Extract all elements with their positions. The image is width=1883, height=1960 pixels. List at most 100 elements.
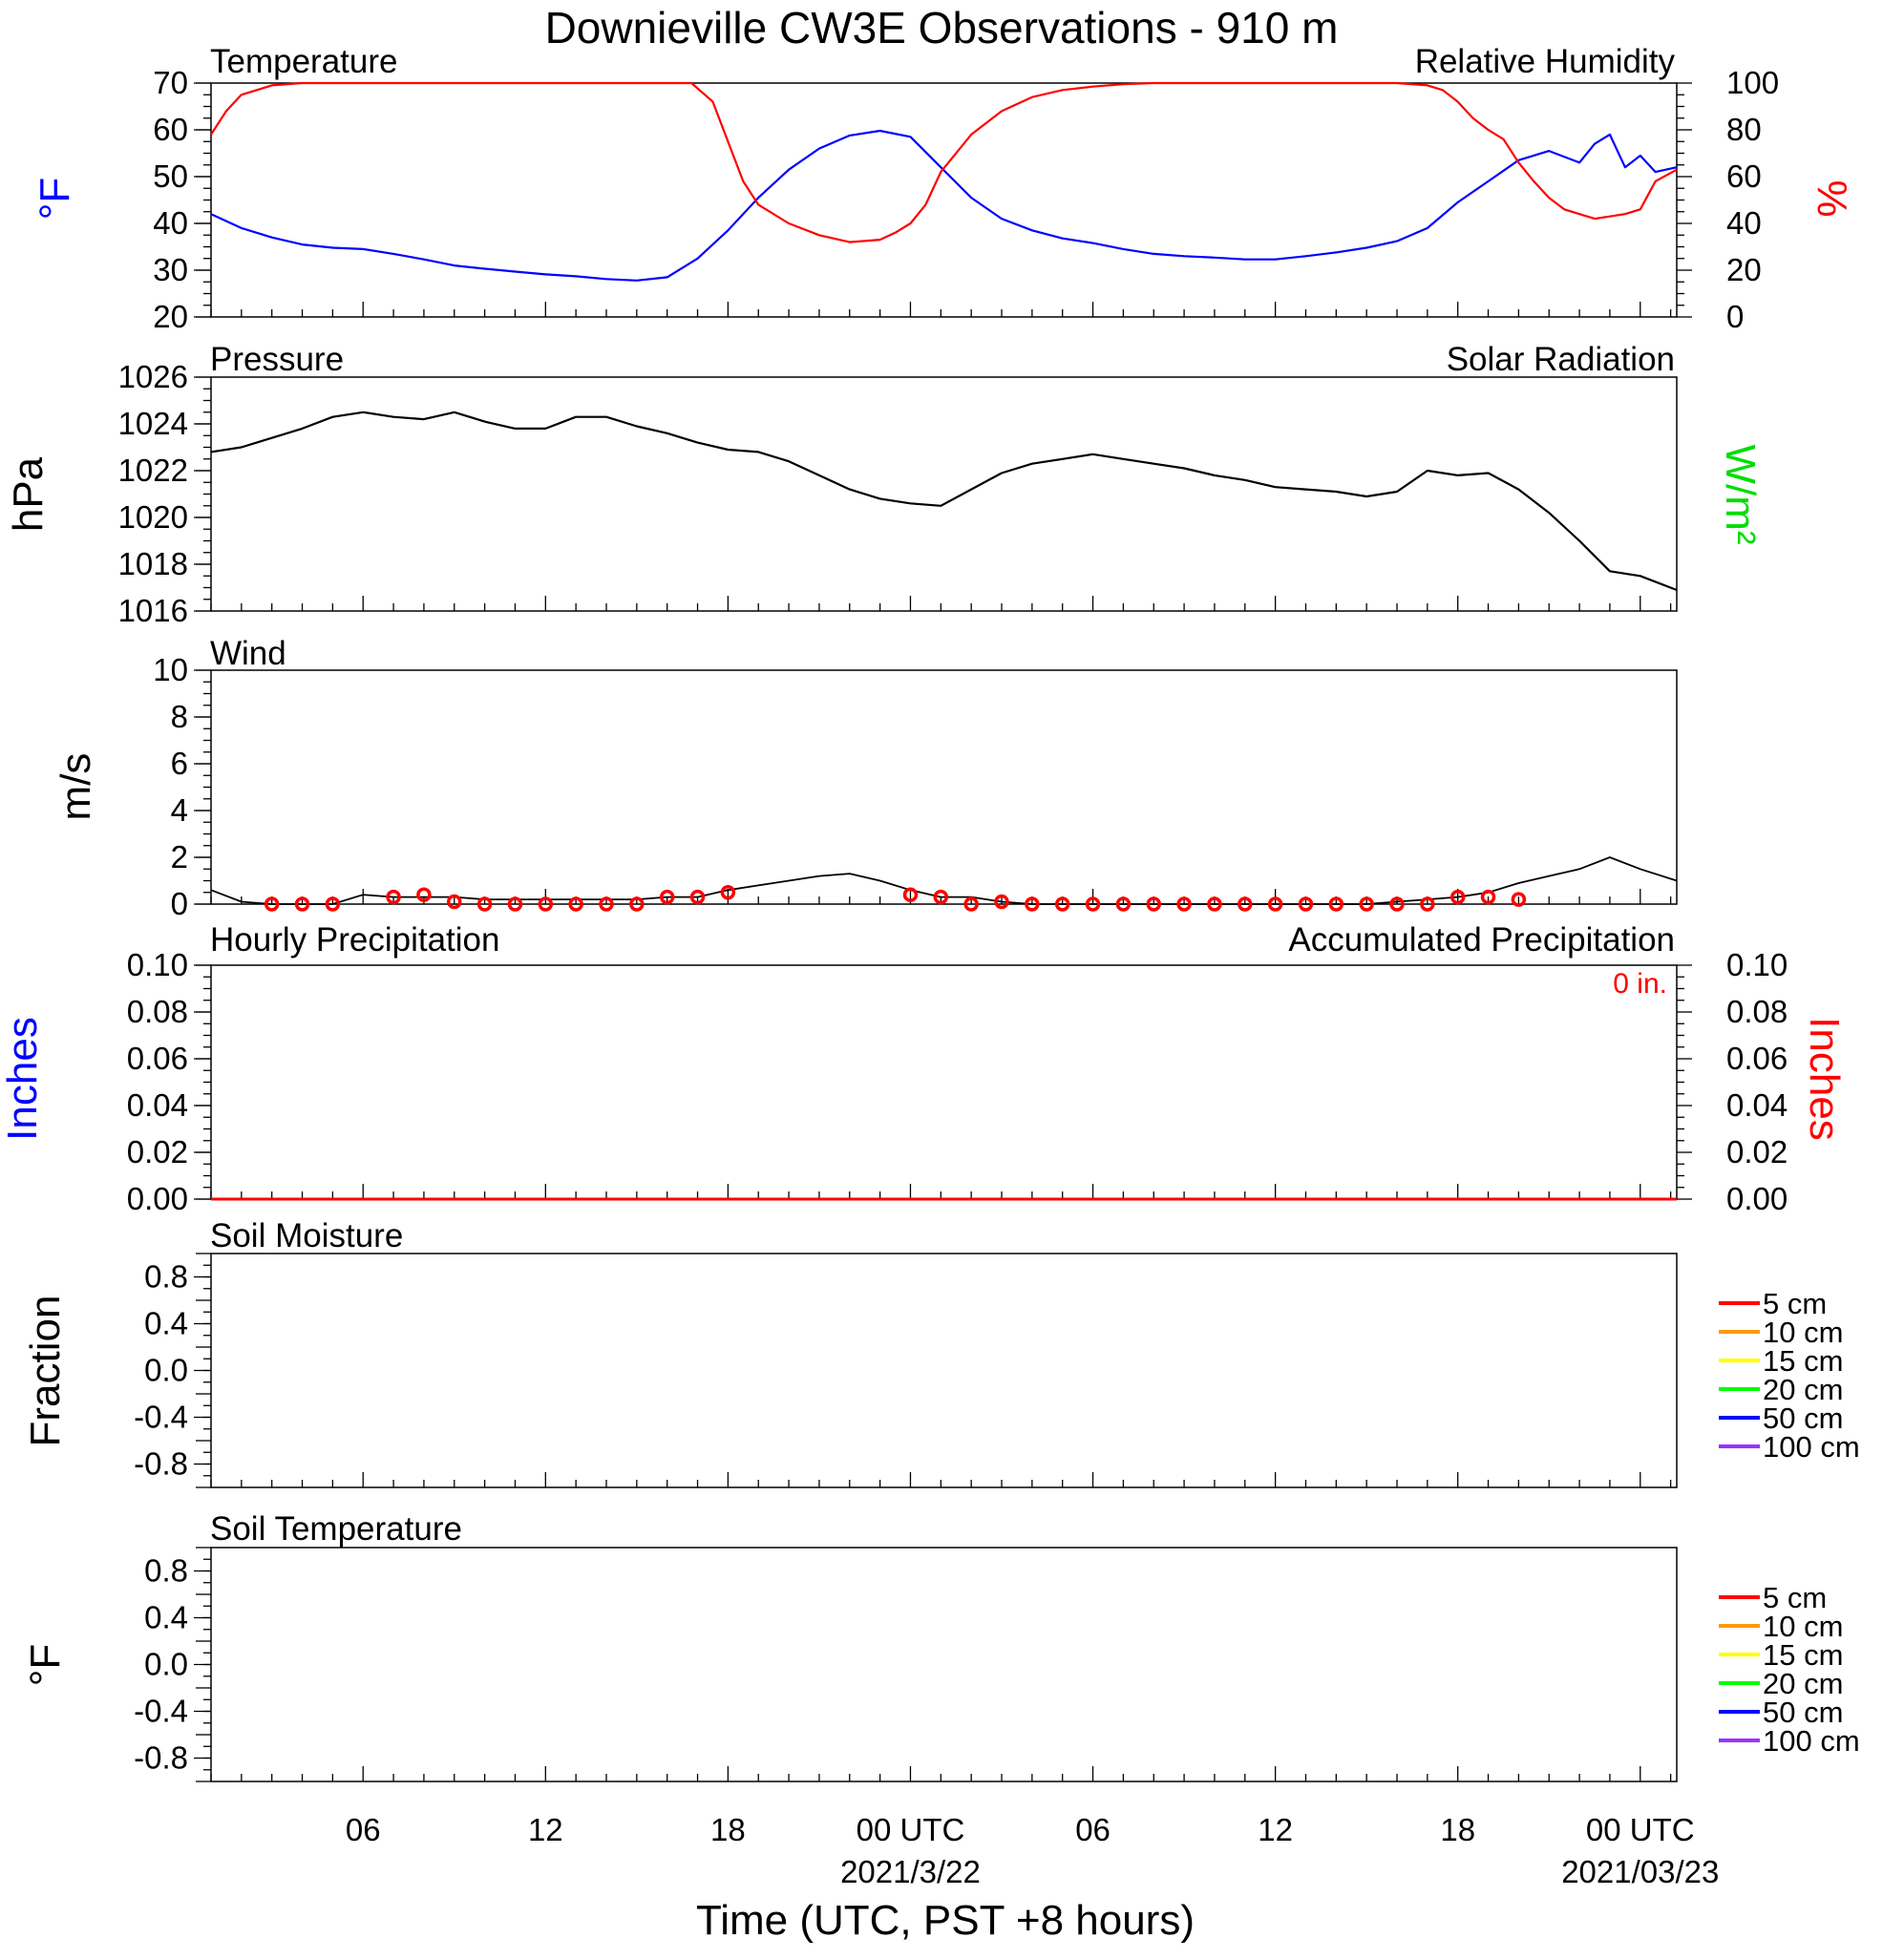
wind-marker bbox=[1267, 896, 1283, 912]
y-tick-label: 1024 bbox=[118, 406, 188, 441]
wind-marker bbox=[1146, 896, 1161, 912]
legend-label: 15 cm bbox=[1763, 1344, 1843, 1378]
legend-label: 100 cm bbox=[1763, 1430, 1860, 1464]
y-right-tick-label: 0.00 bbox=[1726, 1181, 1788, 1216]
wind-marker bbox=[1025, 896, 1040, 912]
wind-marker bbox=[1298, 896, 1314, 912]
soil-moisture-unit-label: Fraction bbox=[22, 1296, 69, 1447]
y-right-tick-label: 60 bbox=[1726, 158, 1762, 194]
pressure-panel: Pressure Solar Radiation hPa W/m² 1016 10… bbox=[5, 341, 1764, 628]
wind-marker bbox=[264, 896, 280, 912]
y-right-tick-label: 0.08 bbox=[1726, 994, 1788, 1029]
soil-moisture-plot-frame bbox=[210, 1253, 1678, 1488]
legend-label: 5 cm bbox=[1763, 1581, 1827, 1614]
temperature-humidity-panel: Temperature Relative Humidity °F % 20 30 4… bbox=[32, 43, 1855, 334]
y-tick-label: 20 bbox=[153, 299, 188, 334]
wind-marker bbox=[659, 889, 675, 905]
wind-marker bbox=[294, 896, 310, 912]
chart-title: Downieville CW3E Observations - 910 m bbox=[545, 3, 1339, 53]
accumulated-precipitation-unit-label: Inches bbox=[1801, 1017, 1848, 1141]
y-tick-label: 30 bbox=[153, 252, 188, 287]
y-tick-label: 0.08 bbox=[127, 994, 188, 1029]
wind-marker bbox=[507, 896, 523, 912]
wind-marker bbox=[1480, 889, 1496, 905]
x-tick-label: 00 UTC bbox=[857, 1812, 965, 1847]
wind-marker bbox=[599, 896, 614, 912]
legend-label: 20 cm bbox=[1763, 1667, 1843, 1700]
wind-marker bbox=[568, 896, 583, 912]
y-tick-label: 0.10 bbox=[127, 947, 188, 982]
wind-marker bbox=[416, 887, 432, 902]
humidity-unit-label: % bbox=[1809, 179, 1855, 217]
wind-marker bbox=[1238, 896, 1253, 912]
accumulated-precipitation-title: Accumulated Precipitation bbox=[1288, 921, 1675, 959]
y-tick-label: 0.02 bbox=[127, 1134, 188, 1170]
y-tick-label: 0.8 bbox=[144, 1259, 188, 1295]
y-right-tick-label: 100 bbox=[1726, 65, 1779, 100]
y-right-tick-label: 0.10 bbox=[1726, 947, 1788, 982]
solar-radiation-unit-label: W/m² bbox=[1717, 444, 1764, 544]
wind-marker bbox=[325, 896, 341, 912]
precipitation-plot-frame bbox=[210, 964, 1678, 1200]
y-tick-label: 0.0 bbox=[144, 1353, 188, 1388]
y-tick-label: 50 bbox=[153, 158, 188, 194]
relative-humidity-title: Relative Humidity bbox=[1415, 43, 1676, 80]
y-right-tick-label: 0.06 bbox=[1726, 1041, 1788, 1076]
y-tick-label: 6 bbox=[171, 746, 188, 781]
wind-marker bbox=[1085, 896, 1101, 912]
y-tick-label: 0.0 bbox=[144, 1647, 188, 1682]
wind-marker bbox=[933, 889, 949, 905]
wind-marker bbox=[1176, 896, 1192, 912]
x-tick-label: 06 bbox=[346, 1812, 381, 1847]
legend-label: 50 cm bbox=[1763, 1696, 1843, 1729]
y-right-tick-label: 20 bbox=[1726, 252, 1762, 287]
soil-temperature-unit-label: °F bbox=[22, 1644, 69, 1686]
y-tick-label: 1026 bbox=[118, 359, 188, 394]
wind-marker bbox=[994, 894, 1009, 910]
y-tick-label: 0.04 bbox=[127, 1087, 188, 1123]
y-tick-label: 0 bbox=[171, 886, 188, 921]
y-tick-label: 60 bbox=[153, 112, 188, 147]
legend-label: 10 cm bbox=[1763, 1610, 1843, 1643]
y-tick-label: 8 bbox=[171, 699, 188, 734]
y-right-tick-label: 80 bbox=[1726, 112, 1762, 147]
soil-temperature-plot-frame bbox=[210, 1547, 1678, 1782]
x-tick-label: 12 bbox=[1258, 1812, 1293, 1847]
temperature-line bbox=[210, 129, 1678, 282]
y-right-tick-label: 0.04 bbox=[1726, 1087, 1788, 1123]
pressure-unit-label: hPa bbox=[5, 456, 52, 532]
wind-marker bbox=[1054, 896, 1070, 912]
wind-unit-label: m/s bbox=[53, 753, 99, 821]
y-tick-label: 1022 bbox=[118, 453, 188, 488]
x-tick-label: 06 bbox=[1075, 1812, 1111, 1847]
legend-label: 15 cm bbox=[1763, 1638, 1843, 1672]
wind-marker bbox=[963, 896, 979, 912]
wind-panel: Wind m/s 0 2 4 6 8 10 bbox=[53, 635, 1678, 921]
y-tick-label: 0.06 bbox=[127, 1041, 188, 1076]
legend-label: 50 cm bbox=[1763, 1402, 1843, 1435]
pressure-plot-frame bbox=[210, 376, 1678, 612]
wind-marker bbox=[1420, 896, 1435, 912]
pressure-title: Pressure bbox=[210, 341, 344, 378]
y-tick-label: 0.8 bbox=[144, 1553, 188, 1589]
legend-label: 10 cm bbox=[1763, 1316, 1843, 1349]
solar-radiation-title: Solar Radiation bbox=[1447, 341, 1675, 378]
y-right-tick-label: 0 bbox=[1726, 299, 1744, 334]
y-tick-label: 70 bbox=[153, 65, 188, 100]
wind-marker bbox=[1511, 892, 1527, 907]
wind-title: Wind bbox=[210, 635, 286, 672]
wind-marker bbox=[1328, 896, 1344, 912]
wind-marker bbox=[1115, 896, 1132, 912]
soil-moisture-title: Soil Moisture bbox=[210, 1217, 403, 1254]
y-tick-label: 0.4 bbox=[144, 1600, 188, 1635]
y-tick-label: 40 bbox=[153, 205, 188, 241]
legend-label: 5 cm bbox=[1763, 1287, 1827, 1320]
wind-marker bbox=[476, 896, 493, 912]
y-tick-label: 0.4 bbox=[144, 1306, 188, 1341]
y-tick-label: -0.8 bbox=[134, 1740, 188, 1776]
hourly-precipitation-title: Hourly Precipitation bbox=[210, 921, 499, 959]
legend-label: 100 cm bbox=[1763, 1724, 1860, 1758]
x-tick-label: 18 bbox=[710, 1812, 746, 1847]
x-tick-label: 00 UTC bbox=[1586, 1812, 1695, 1847]
x-tick-label: 18 bbox=[1440, 1812, 1475, 1847]
